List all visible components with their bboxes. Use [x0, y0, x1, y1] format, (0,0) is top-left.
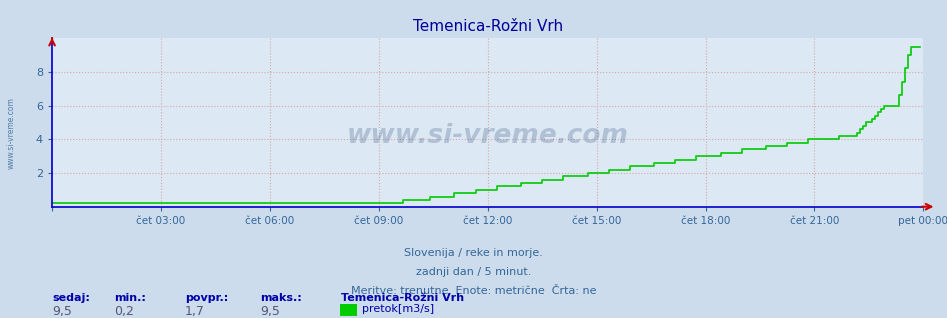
Text: povpr.:: povpr.: — [185, 293, 228, 302]
Text: Meritve: trenutne  Enote: metrične  Črta: ne: Meritve: trenutne Enote: metrične Črta: … — [350, 286, 597, 296]
Text: maks.:: maks.: — [260, 293, 302, 302]
Title: Temenica-Rožni Vrh: Temenica-Rožni Vrh — [413, 19, 563, 34]
Text: sedaj:: sedaj: — [52, 293, 90, 302]
Text: Temenica-Rožni Vrh: Temenica-Rožni Vrh — [341, 293, 464, 302]
Text: www.si-vreme.com: www.si-vreme.com — [347, 123, 629, 149]
Text: pretok[m3/s]: pretok[m3/s] — [362, 304, 434, 314]
Text: min.:: min.: — [114, 293, 146, 302]
Text: Slovenija / reke in morje.: Slovenija / reke in morje. — [404, 248, 543, 258]
Text: zadnji dan / 5 minut.: zadnji dan / 5 minut. — [416, 267, 531, 277]
Text: 9,5: 9,5 — [260, 306, 280, 318]
Text: 9,5: 9,5 — [52, 306, 72, 318]
Text: 0,2: 0,2 — [114, 306, 134, 318]
Text: 1,7: 1,7 — [185, 306, 205, 318]
Text: www.si-vreme.com: www.si-vreme.com — [7, 98, 16, 169]
